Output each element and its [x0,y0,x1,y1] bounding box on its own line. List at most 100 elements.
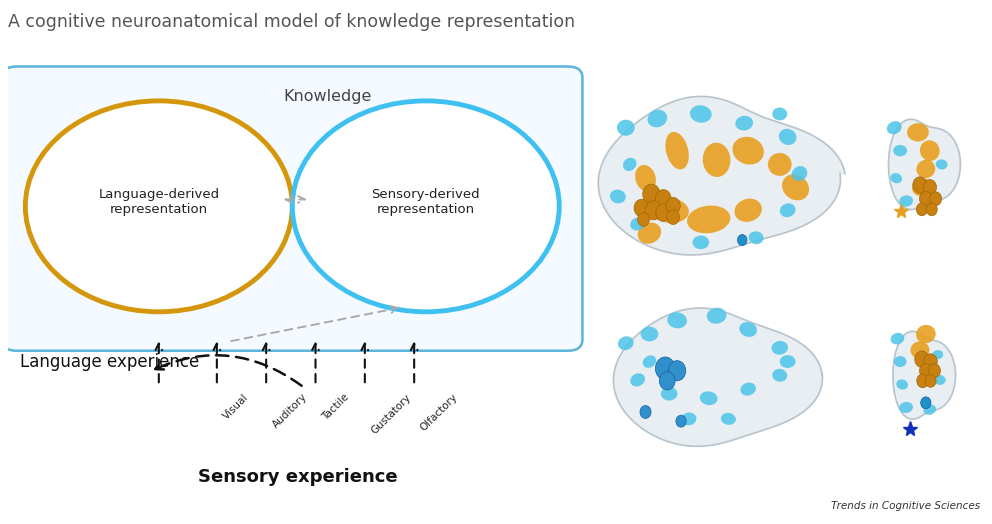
Text: Sensory experience: Sensory experience [198,468,398,486]
Ellipse shape [610,190,626,203]
Ellipse shape [702,143,730,177]
Ellipse shape [692,235,709,249]
Ellipse shape [739,322,757,337]
Circle shape [920,191,932,206]
Polygon shape [598,96,845,255]
Text: A cognitive neuroanatomical model of knowledge representation: A cognitive neuroanatomical model of kno… [8,13,575,31]
Circle shape [924,354,937,369]
Ellipse shape [912,179,931,196]
Text: Knowledge: Knowledge [283,90,371,104]
Circle shape [660,372,676,390]
Circle shape [669,361,685,381]
Circle shape [930,192,941,206]
Text: Auditory: Auditory [271,392,310,431]
Polygon shape [889,119,960,210]
Ellipse shape [682,412,696,425]
Circle shape [293,101,559,312]
Ellipse shape [935,159,947,169]
Ellipse shape [932,350,943,359]
Ellipse shape [891,173,902,183]
Ellipse shape [779,129,797,145]
Ellipse shape [623,158,637,171]
Circle shape [915,351,929,367]
Circle shape [913,177,927,193]
Text: Gustatory: Gustatory [369,392,413,435]
Ellipse shape [899,402,913,413]
Ellipse shape [896,379,908,389]
Polygon shape [893,331,955,419]
Ellipse shape [887,121,902,134]
Ellipse shape [661,387,678,400]
Ellipse shape [734,199,762,222]
Ellipse shape [907,123,929,141]
Circle shape [638,213,650,226]
Text: Tactile: Tactile [320,392,350,422]
Ellipse shape [668,312,686,329]
Circle shape [917,374,929,388]
Ellipse shape [768,153,792,176]
Circle shape [643,184,660,204]
Ellipse shape [924,405,936,415]
Circle shape [926,374,936,387]
Ellipse shape [630,217,645,231]
Circle shape [924,180,936,195]
Ellipse shape [894,356,907,367]
Ellipse shape [721,413,736,425]
Ellipse shape [630,373,645,387]
Ellipse shape [643,355,656,368]
Ellipse shape [648,110,668,127]
Ellipse shape [706,308,726,324]
Ellipse shape [899,195,913,207]
Ellipse shape [687,205,730,233]
Ellipse shape [920,140,939,161]
Text: Visual: Visual [221,392,251,421]
Ellipse shape [618,336,634,350]
Circle shape [737,235,747,246]
Ellipse shape [893,145,907,156]
Ellipse shape [782,174,809,200]
Text: Trends in Cognitive Sciences: Trends in Cognitive Sciences [831,501,980,511]
Ellipse shape [735,116,753,130]
FancyBboxPatch shape [2,67,582,351]
Ellipse shape [740,383,756,396]
Ellipse shape [617,119,635,136]
Circle shape [920,364,932,378]
Circle shape [656,204,671,221]
Circle shape [656,357,676,380]
Ellipse shape [641,327,659,342]
Circle shape [634,199,649,217]
Text: Language experience: Language experience [20,353,198,371]
Circle shape [676,415,686,427]
Ellipse shape [732,137,764,165]
Ellipse shape [933,375,945,385]
Circle shape [921,397,930,409]
Ellipse shape [911,342,930,359]
Circle shape [917,203,928,216]
Ellipse shape [792,166,807,181]
Circle shape [645,201,662,220]
Ellipse shape [780,355,796,368]
Ellipse shape [780,203,796,217]
Ellipse shape [917,160,935,178]
Ellipse shape [772,369,788,382]
Ellipse shape [749,231,764,244]
Circle shape [666,198,681,214]
Ellipse shape [650,198,688,223]
Ellipse shape [666,132,688,169]
Ellipse shape [699,391,717,405]
Ellipse shape [891,333,905,344]
Ellipse shape [690,105,711,123]
Ellipse shape [635,165,656,191]
Text: Language-derived
representation: Language-derived representation [98,188,219,216]
Ellipse shape [916,325,935,343]
Circle shape [927,203,937,216]
Circle shape [667,210,680,224]
Polygon shape [613,308,822,446]
Ellipse shape [772,107,788,121]
Circle shape [26,101,293,312]
Text: Sensory-derived
representation: Sensory-derived representation [371,188,480,216]
Ellipse shape [638,223,661,244]
Text: Olfactory: Olfactory [419,392,460,433]
Circle shape [640,406,651,418]
Ellipse shape [772,341,788,355]
